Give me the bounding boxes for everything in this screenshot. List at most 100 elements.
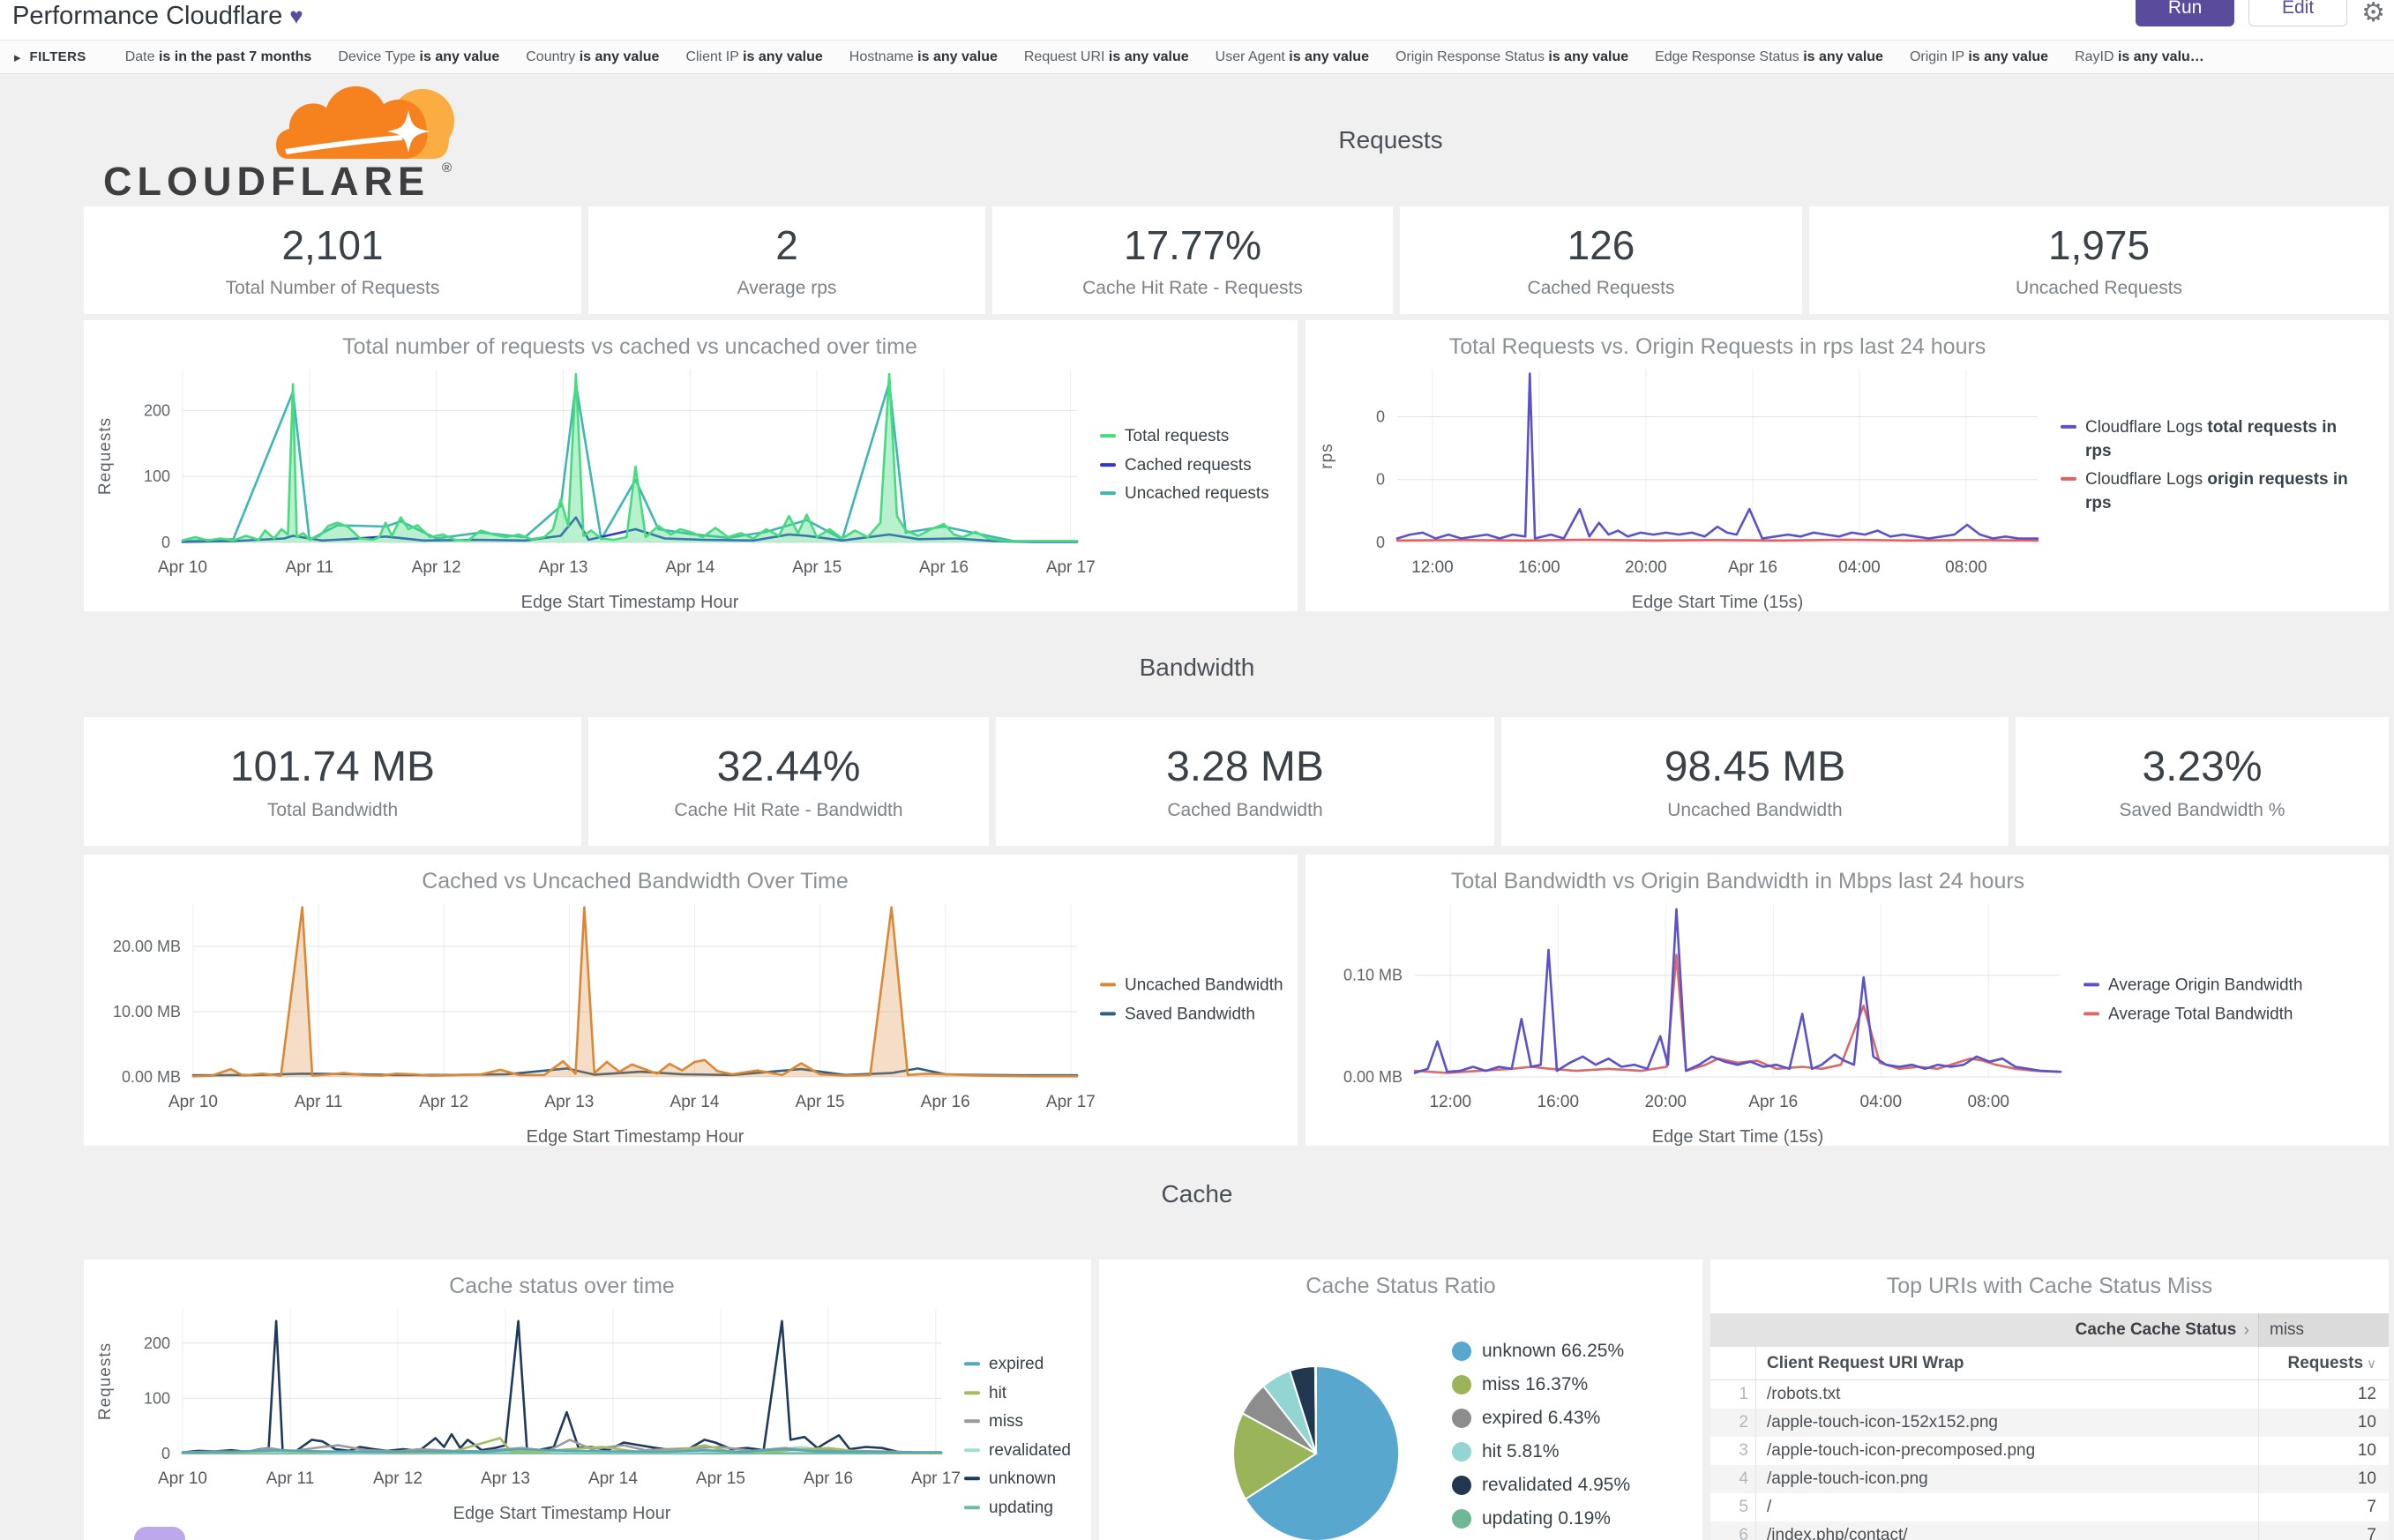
legend-item[interactable]: revalidated — [964, 1439, 1096, 1463]
pivot-header[interactable]: Cache Cache Status › — [1710, 1313, 2258, 1347]
legend-item[interactable]: hit — [964, 1382, 1096, 1406]
legend-label: Average Total Bandwidth — [2108, 1005, 2293, 1023]
chart-bandwidth-last-24h[interactable]: 0.00 MB 0.10 MB 12:00 16:00 20:00 Apr 16 04:00… — [1305, 855, 2389, 1147]
svg-text:08:00: 08:00 — [1945, 558, 1987, 577]
svg-text:Apr 10: Apr 10 — [158, 1469, 207, 1488]
chart-plot[interactable]: 0 100 200 Apr 10 Apr 11 Apr 12 Apr 13 Apr 14 Apr… — [84, 1260, 1091, 1540]
chart-bandwidth-over-time[interactable]: 0.00 MB 10.00 MB 20.00 MB Apr 10 Apr 11 Apr 1… — [84, 855, 1298, 1147]
pie-legend-item[interactable]: updating 0.19% — [1452, 1508, 1630, 1529]
legend-item[interactable]: Cached requests — [1100, 454, 1298, 478]
svg-text:12:00: 12:00 — [1429, 1093, 1471, 1111]
filter-item[interactable]: Origin IP is any value — [1910, 49, 2048, 64]
svg-text:CLOUDFLARE: CLOUDFLARE — [103, 159, 430, 201]
filter-field: Hostname — [849, 49, 918, 64]
table-row[interactable]: 1/robots.txt 12 — [1710, 1380, 2389, 1409]
kpi-tile[interactable]: 101.74 MB Total Bandwidth — [84, 717, 581, 846]
svg-text:Apr 13: Apr 13 — [544, 1093, 594, 1111]
legend-item[interactable]: Saved Bandwidth — [1100, 1003, 1307, 1027]
gear-icon[interactable]: ⚙ — [2361, 0, 2385, 27]
table-row[interactable]: 2/apple-touch-icon-152x152.png 10 — [1710, 1409, 2389, 1437]
kpi-tile[interactable]: 126 Cached Requests — [1400, 206, 1802, 314]
chart-plot[interactable]: 0.00 MB 0.10 MB 12:00 16:00 20:00 Apr 16 04:00… — [1305, 855, 2389, 1147]
svg-text:0: 0 — [161, 534, 170, 551]
legend-item[interactable]: Uncached Bandwidth — [1100, 974, 1307, 998]
row-number: 4 — [1710, 1465, 1756, 1493]
legend-item[interactable]: Average Total Bandwidth — [2084, 1003, 2357, 1027]
svg-text:10.00 MB: 10.00 MB — [113, 1003, 181, 1020]
legend-item[interactable]: Uncached requests — [1100, 482, 1298, 506]
filter-item[interactable]: Device Type is any value — [338, 49, 499, 64]
section-title-requests: Requests — [1338, 126, 1443, 153]
row-number: 3 — [1710, 1437, 1756, 1465]
filter-condition: is any value — [579, 49, 660, 64]
svg-text:rps: rps — [1318, 443, 1336, 468]
edit-button[interactable]: Edit — [2248, 0, 2348, 26]
run-button[interactable]: Run — [2136, 0, 2235, 26]
filter-item[interactable]: Origin Response Status is any value — [1395, 49, 1628, 64]
kpi-tile[interactable]: 3.28 MB Cached Bandwidth — [996, 717, 1494, 846]
svg-text:0: 0 — [1376, 407, 1385, 425]
table-row[interactable]: 5 / 7 — [1710, 1493, 2389, 1521]
kpi-label: Uncached Requests — [2015, 278, 2183, 298]
kpi-tile[interactable]: 1,975 Uncached Requests — [1809, 206, 2389, 314]
kpi-tile[interactable]: 98.45 MB Uncached Bandwidth — [1501, 717, 2009, 846]
svg-text:Apr 12: Apr 12 — [412, 558, 461, 577]
kpi-tile[interactable]: 2,101 Total Number of Requests — [84, 206, 581, 314]
filter-item[interactable]: Date is in the past 7 months — [125, 49, 312, 64]
svg-text:Apr 15: Apr 15 — [792, 558, 842, 577]
kpi-tile[interactable]: 3.23% Saved Bandwidth % — [2016, 717, 2389, 846]
pie-legend-item[interactable]: expired 6.43% — [1452, 1408, 1630, 1429]
pie-cache-status-ratio[interactable]: Cache Status Ratio unknown 66.25% miss 16.… — [1099, 1260, 1702, 1540]
filter-item[interactable]: Edge Response Status is any value — [1655, 49, 1883, 64]
corner-pill[interactable] — [134, 1527, 185, 1540]
chart-rps-last-24h[interactable]: 0 0 0 12:00 16:00 20:00 Apr 16 04:00 08:00 rps Tot… — [1305, 320, 2389, 612]
uri-column-header[interactable]: Client Request URI Wrap — [1767, 1353, 1964, 1372]
filter-item[interactable]: Request URI is any value — [1024, 49, 1189, 64]
legend-item[interactable]: miss — [964, 1410, 1096, 1434]
chart-plot[interactable]: 0.00 MB 10.00 MB 20.00 MB Apr 10 Apr 11 Apr 1… — [84, 855, 1298, 1147]
row-number: 6 — [1710, 1521, 1756, 1540]
filter-item[interactable]: RayID is any valu… — [2075, 49, 2204, 64]
legend-item[interactable]: Cloudflare Logs origin requests in rps — [2061, 468, 2352, 515]
kpi-value: 101.74 MB — [229, 743, 436, 790]
chart-plot[interactable]: 0 0 0 12:00 16:00 20:00 Apr 16 04:00 08:00 rps Tot… — [1305, 320, 2389, 612]
legend-swatch — [964, 1476, 980, 1481]
filter-field: Request URI — [1023, 49, 1109, 64]
filter-item[interactable]: Client IP is any value — [685, 49, 822, 64]
chart-requests-over-time[interactable]: 0 100 200 Apr 10 Apr 11 Apr 12 Apr 13 Apr 14 Apr… — [84, 320, 1298, 612]
legend-item[interactable]: Total requests — [1100, 425, 1298, 449]
pie-legend-item[interactable]: miss 16.37% — [1452, 1374, 1630, 1395]
pie-legend-item[interactable]: unknown 66.25% — [1452, 1341, 1630, 1362]
svg-text:Total Bandwidth vs Origin Band: Total Bandwidth vs Origin Bandwidth in M… — [1451, 869, 2024, 893]
filter-item[interactable]: Hostname is any value — [849, 49, 998, 64]
svg-text:Requests: Requests — [96, 417, 115, 495]
legend-label: Total requests — [1125, 427, 1230, 446]
chart-legend: Total requests Cached requests Uncached re… — [1100, 420, 1298, 512]
legend-item[interactable]: expired — [964, 1353, 1096, 1377]
chart-cache-status-over-time[interactable]: 0 100 200 Apr 10 Apr 11 Apr 12 Apr 13 Apr 14 Apr… — [84, 1260, 1091, 1540]
table-row[interactable]: 3/apple-touch-icon-precomposed.png 10 — [1710, 1437, 2389, 1465]
pie-legend-item[interactable]: revalidated 4.95% — [1452, 1475, 1630, 1496]
legend-item[interactable]: unknown — [964, 1469, 1096, 1492]
chart-plot[interactable]: 0 100 200 Apr 10 Apr 11 Apr 12 Apr 13 Apr 14 Apr… — [84, 320, 1298, 612]
pie-legend-item[interactable]: hit 5.81% — [1452, 1441, 1630, 1462]
section-title-bandwidth: Bandwidth — [1139, 654, 1255, 681]
kpi-tile[interactable]: 32.44% Cache Hit Rate - Bandwidth — [588, 717, 989, 846]
legend-item[interactable]: Cloudflare Logs total requests in rps — [2061, 416, 2352, 463]
legend-item[interactable]: updating — [964, 1497, 1096, 1521]
filter-item[interactable]: User Agent is any value — [1216, 49, 1369, 64]
table-row[interactable]: 4/apple-touch-icon.png 10 — [1710, 1465, 2389, 1493]
filter-field: Date — [124, 49, 159, 64]
filters-expand-icon[interactable]: ▸ — [14, 49, 21, 65]
kpi-tile[interactable]: 17.77% Cache Hit Rate - Requests — [992, 206, 1393, 314]
legend-item[interactable]: Average Origin Bandwidth — [2084, 974, 2357, 998]
kpi-tile[interactable]: 2 Average rps — [588, 206, 985, 314]
table-body: 1/robots.txt 12 2/apple-touch-icon-152x152… — [1710, 1380, 2389, 1540]
chart-row-requests: 0 100 200 Apr 10 Apr 11 Apr 12 Apr 13 Apr 14 Apr… — [84, 320, 2389, 612]
svg-text:Apr 10: Apr 10 — [158, 558, 207, 577]
svg-text:08:00: 08:00 — [1967, 1093, 2009, 1111]
row-requests: 7 — [2258, 1493, 2389, 1521]
table-row[interactable]: 6/index.php/contact/7 — [1710, 1521, 2389, 1540]
requests-column-header[interactable]: Requests ∨ — [2258, 1347, 2389, 1379]
filter-item[interactable]: Country is any value — [526, 49, 659, 64]
